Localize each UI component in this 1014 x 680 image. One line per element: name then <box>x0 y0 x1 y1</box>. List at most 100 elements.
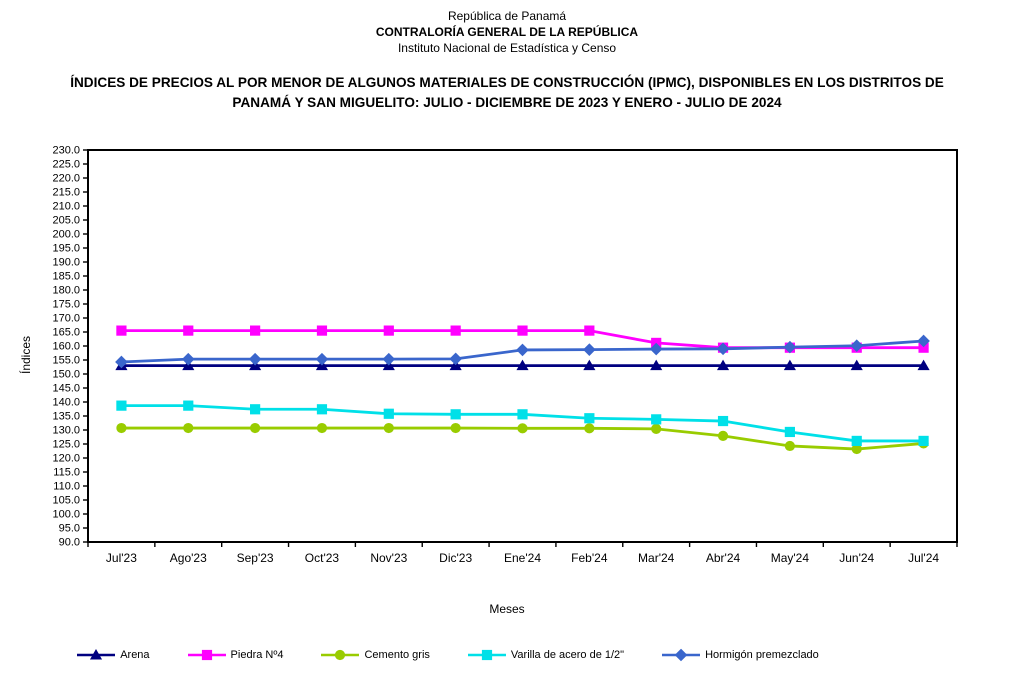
y-axis-tick-label: 215.0 <box>52 187 80 199</box>
data-point-marker <box>250 422 261 434</box>
data-point-marker <box>917 359 930 371</box>
data-point-marker <box>584 413 595 424</box>
y-axis-tick-label: 225.0 <box>52 159 80 171</box>
data-point-marker <box>383 408 394 419</box>
legend-label: Hormigón premezclado <box>705 649 819 661</box>
y-axis-tick-label: 200.0 <box>52 229 80 241</box>
y-axis-tick-label: 165.0 <box>52 327 80 339</box>
header-department: Instituto Nacional de Estadística y Cens… <box>397 41 617 55</box>
data-point-marker <box>716 342 730 356</box>
data-point-marker <box>516 359 529 371</box>
legend-marker-icon <box>187 649 226 661</box>
data-point-marker <box>450 325 461 336</box>
data-point-marker <box>850 339 864 353</box>
x-axis-category-label: Jul'23 <box>106 551 137 565</box>
legend-entry: Varilla de acero de 1/2" <box>466 648 624 662</box>
data-point-marker <box>335 649 346 661</box>
data-point-marker <box>481 649 493 661</box>
data-point-marker <box>517 325 528 336</box>
data-point-marker <box>181 352 195 366</box>
report-header: República de Panamá CONTRALORÍA GENERAL … <box>0 8 1014 56</box>
data-point-marker <box>201 649 212 661</box>
y-axis-tick-label: 195.0 <box>52 243 80 255</box>
y-axis-tick-label: 170.0 <box>52 313 80 325</box>
data-point-marker <box>382 352 396 366</box>
x-axis-category-label: Nov'23 <box>370 551 407 565</box>
y-axis-tick-label: 175.0 <box>52 299 80 311</box>
data-point-marker <box>784 426 795 438</box>
y-axis-tick-label: 125.0 <box>52 439 80 451</box>
data-point-marker <box>316 422 328 434</box>
data-point-marker <box>783 359 796 371</box>
data-point-marker <box>183 422 194 434</box>
data-point-marker <box>583 343 596 356</box>
legend-entry: Piedra Nº4 <box>186 648 284 662</box>
legend-label: Arena <box>120 649 150 661</box>
x-axis-category-label: Dic'23 <box>439 551 472 565</box>
chart-plot-area: 90.0 95.0 100.0 105.0 110.0 115.0 120.0 125.0 13… <box>0 140 1014 600</box>
y-axis-tick-label: 120.0 <box>52 453 80 465</box>
x-axis-category-label: Oct'23 <box>305 551 340 565</box>
data-point-marker <box>717 430 729 441</box>
y-axis-tick-label: 210.0 <box>52 201 80 213</box>
data-point-marker <box>717 415 729 427</box>
x-axis-category-label: Ene'24 <box>504 551 541 565</box>
data-point-marker <box>918 435 929 447</box>
data-point-marker <box>316 325 328 336</box>
y-axis-tick-label: 105.0 <box>52 495 80 507</box>
data-point-marker <box>851 435 862 447</box>
y-axis-tick-label: 115.0 <box>53 467 80 479</box>
data-point-marker <box>250 404 261 415</box>
header-institution: CONTRALORÍA GENERAL DE LA REPÚBLICA <box>375 25 639 39</box>
y-axis-tick-label: 95.0 <box>59 523 80 535</box>
legend-marker-icon <box>662 648 701 662</box>
data-point-marker <box>183 325 194 336</box>
data-point-marker <box>516 343 529 357</box>
data-point-marker <box>315 352 329 366</box>
y-axis-tick-label: 205.0 <box>52 215 80 227</box>
data-point-marker <box>116 400 127 411</box>
y-axis-tick-label: 180.0 <box>52 285 80 297</box>
data-point-marker <box>383 325 394 336</box>
chart-legend: Arena Piedra Nº4 Cemento gris Varilla de ac… <box>0 648 1014 662</box>
data-point-marker <box>248 352 262 366</box>
data-point-marker <box>783 340 797 354</box>
data-point-marker <box>116 325 127 336</box>
y-axis-tick-label: 100.0 <box>52 509 80 521</box>
x-axis-category-label: Ago'23 <box>170 551 207 565</box>
legend-label: Varilla de acero de 1/2" <box>510 649 625 661</box>
legend-marker-icon <box>77 649 116 660</box>
y-axis-tick-label: 140.0 <box>52 397 80 409</box>
chart-title: ÍNDICES DE PRECIOS AL POR MENOR DE ALGUN… <box>70 75 944 110</box>
x-axis-category-label: May'24 <box>771 551 810 565</box>
legend-marker-icon <box>467 649 506 661</box>
x-axis-title: Meses <box>489 602 525 616</box>
data-point-marker <box>674 648 688 662</box>
data-point-marker <box>649 342 663 356</box>
x-axis-category-label: Abr'24 <box>706 551 741 565</box>
data-point-marker <box>116 422 127 434</box>
data-point-marker <box>183 400 194 411</box>
y-axis-tick-label: 130.0 <box>52 425 80 437</box>
y-axis-title: Índices <box>19 335 33 375</box>
y-axis-tick-label: 230.0 <box>52 145 80 157</box>
data-point-marker <box>383 422 394 434</box>
data-point-marker <box>450 409 461 420</box>
y-axis-tick-label: 150.0 <box>52 369 80 381</box>
data-point-marker <box>850 359 863 371</box>
x-axis-category-label: Feb'24 <box>571 551 608 565</box>
y-axis-tick-label: 135.0 <box>52 411 80 423</box>
legend-marker-icon <box>321 649 360 661</box>
data-point-marker <box>517 409 528 420</box>
data-point-marker <box>584 423 595 434</box>
legend-entry: Arena <box>75 648 150 662</box>
data-point-marker <box>917 334 930 348</box>
legend-label: Cemento gris <box>364 649 430 661</box>
y-axis-tick-label: 160.0 <box>52 341 80 353</box>
data-point-marker <box>583 359 596 371</box>
y-axis-tick-label: 145.0 <box>52 383 80 395</box>
data-point-marker <box>517 423 528 434</box>
legend-label: Piedra Nº4 <box>230 649 284 661</box>
data-point-marker <box>650 359 663 371</box>
data-point-marker <box>450 422 461 434</box>
